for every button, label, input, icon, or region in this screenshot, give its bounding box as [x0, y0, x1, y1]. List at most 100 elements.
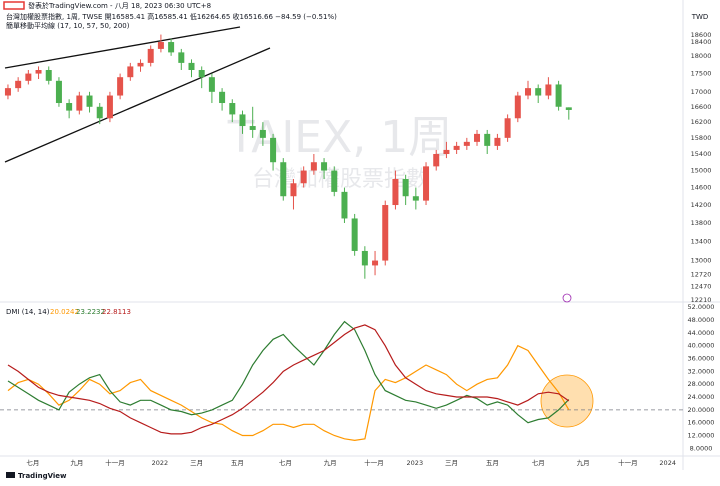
- candle-body: [25, 73, 32, 81]
- candle-body: [392, 178, 399, 206]
- y-tick-label: 18600: [691, 31, 712, 39]
- y-tick-label: 40.0000: [688, 342, 715, 350]
- candle-body: [300, 170, 307, 184]
- candle-body: [555, 84, 562, 107]
- indicator-info: 簡單移動平均線 (17, 10, 57, 50, 200): [6, 21, 130, 30]
- candle-body: [402, 178, 409, 197]
- x-tick-label: 2023: [407, 459, 424, 467]
- y-tick-label: 13000: [691, 257, 712, 265]
- watermark-subtitle: 台灣加權股票指數: [252, 167, 428, 192]
- x-tick-label: 十一月: [364, 458, 384, 467]
- candle-body: [147, 48, 154, 63]
- candle-body: [157, 42, 164, 49]
- y-tick-label: 14200: [691, 201, 712, 209]
- y-tick-label: 18000: [691, 52, 712, 60]
- x-tick-label: 十一月: [618, 458, 638, 467]
- y-tick-label: 14600: [691, 184, 712, 192]
- candle-body: [412, 196, 419, 201]
- candle-body: [453, 145, 460, 150]
- y-tick-label: 16600: [691, 103, 712, 111]
- y-tick-label: 13800: [691, 219, 712, 227]
- x-tick-label: 九月: [70, 458, 83, 467]
- candle-body: [443, 149, 450, 154]
- candle-body: [219, 91, 226, 104]
- x-tick-label: 七月: [532, 458, 545, 467]
- candle-body: [35, 70, 42, 74]
- x-tick-label: 七月: [26, 458, 39, 467]
- candle-body: [382, 205, 389, 261]
- trend-line: [4, 47, 271, 163]
- candle-body: [310, 162, 317, 171]
- candle-body: [137, 62, 144, 67]
- candle-body: [4, 88, 11, 96]
- candle-body: [341, 191, 348, 219]
- y-tick-label: 15800: [691, 134, 712, 142]
- y-tick-label: 48.0000: [688, 316, 715, 324]
- legend-value: 22.8113: [102, 308, 131, 316]
- candle-body: [55, 80, 62, 104]
- candle-body: [565, 107, 572, 110]
- x-tick-label: 七月: [279, 458, 292, 467]
- dmi-line: [7, 320, 570, 424]
- y-tick-label: 16200: [691, 118, 712, 126]
- candle-body: [86, 95, 93, 107]
- candle-body: [239, 114, 246, 127]
- candle-body: [331, 170, 338, 192]
- publish-info: 發表於TradingView.com - 八月 18, 2023 06:30 U…: [28, 1, 211, 10]
- y-tick-label: 12720: [691, 270, 712, 278]
- dmi-line: [7, 344, 570, 442]
- y-tick-label: 18400: [691, 38, 712, 46]
- y-tick-label: 32.0000: [688, 367, 715, 375]
- candle-body: [484, 133, 491, 146]
- y-tick-label: 20.0000: [688, 406, 715, 414]
- y-tick-label: 17500: [691, 70, 712, 78]
- candle-body: [45, 70, 52, 81]
- candle-body: [525, 88, 532, 96]
- x-tick-label: 九月: [324, 458, 337, 467]
- x-tick-label: 2022: [152, 459, 169, 467]
- candle-body: [372, 260, 379, 266]
- candle-body: [208, 77, 215, 92]
- candle-body: [321, 162, 328, 171]
- y-tick-label: 12.0000: [688, 432, 715, 440]
- currency: TWD: [691, 13, 709, 21]
- x-tick-label: 三月: [445, 459, 458, 467]
- publish-badge: [3, 1, 25, 10]
- candle-body: [504, 118, 511, 138]
- candle-body: [66, 103, 73, 111]
- event-icon[interactable]: [562, 293, 572, 303]
- candle-body: [474, 133, 481, 142]
- legend-value: 20.0242: [50, 308, 79, 316]
- candle-body: [514, 95, 521, 119]
- dmi-title: DMI (14, 14): [6, 308, 50, 316]
- candle-body: [96, 106, 103, 119]
- x-tick-label: 三月: [190, 459, 203, 467]
- candle-body: [178, 52, 185, 63]
- x-tick-label: 2024: [659, 459, 676, 467]
- candle-body: [249, 126, 256, 130]
- legend-value: 23.2232: [76, 308, 105, 316]
- candle-body: [463, 141, 470, 146]
- candle-body: [494, 137, 501, 146]
- candle-body: [76, 95, 83, 111]
- y-tick-label: 24.0000: [688, 393, 715, 401]
- footer-brand: TradingView: [18, 472, 67, 480]
- y-tick-label: 36.0000: [688, 355, 715, 363]
- candle-body: [280, 162, 287, 197]
- candle-body: [361, 250, 368, 266]
- logo-icon: [6, 472, 15, 478]
- candle-body: [198, 70, 205, 78]
- x-tick-label: 五月: [231, 459, 244, 467]
- candle-body: [423, 166, 430, 201]
- candle-body: [106, 95, 113, 119]
- y-tick-label: 15400: [691, 150, 712, 158]
- y-tick-label: 28.0000: [688, 380, 715, 388]
- candle-body: [127, 66, 134, 78]
- candle-body: [117, 77, 124, 96]
- x-tick-label: 九月: [577, 458, 590, 467]
- y-tick-label: 13400: [691, 238, 712, 246]
- candle-body: [270, 137, 277, 163]
- y-tick-label: 52.0000: [688, 303, 715, 311]
- x-tick-label: 五月: [486, 459, 499, 467]
